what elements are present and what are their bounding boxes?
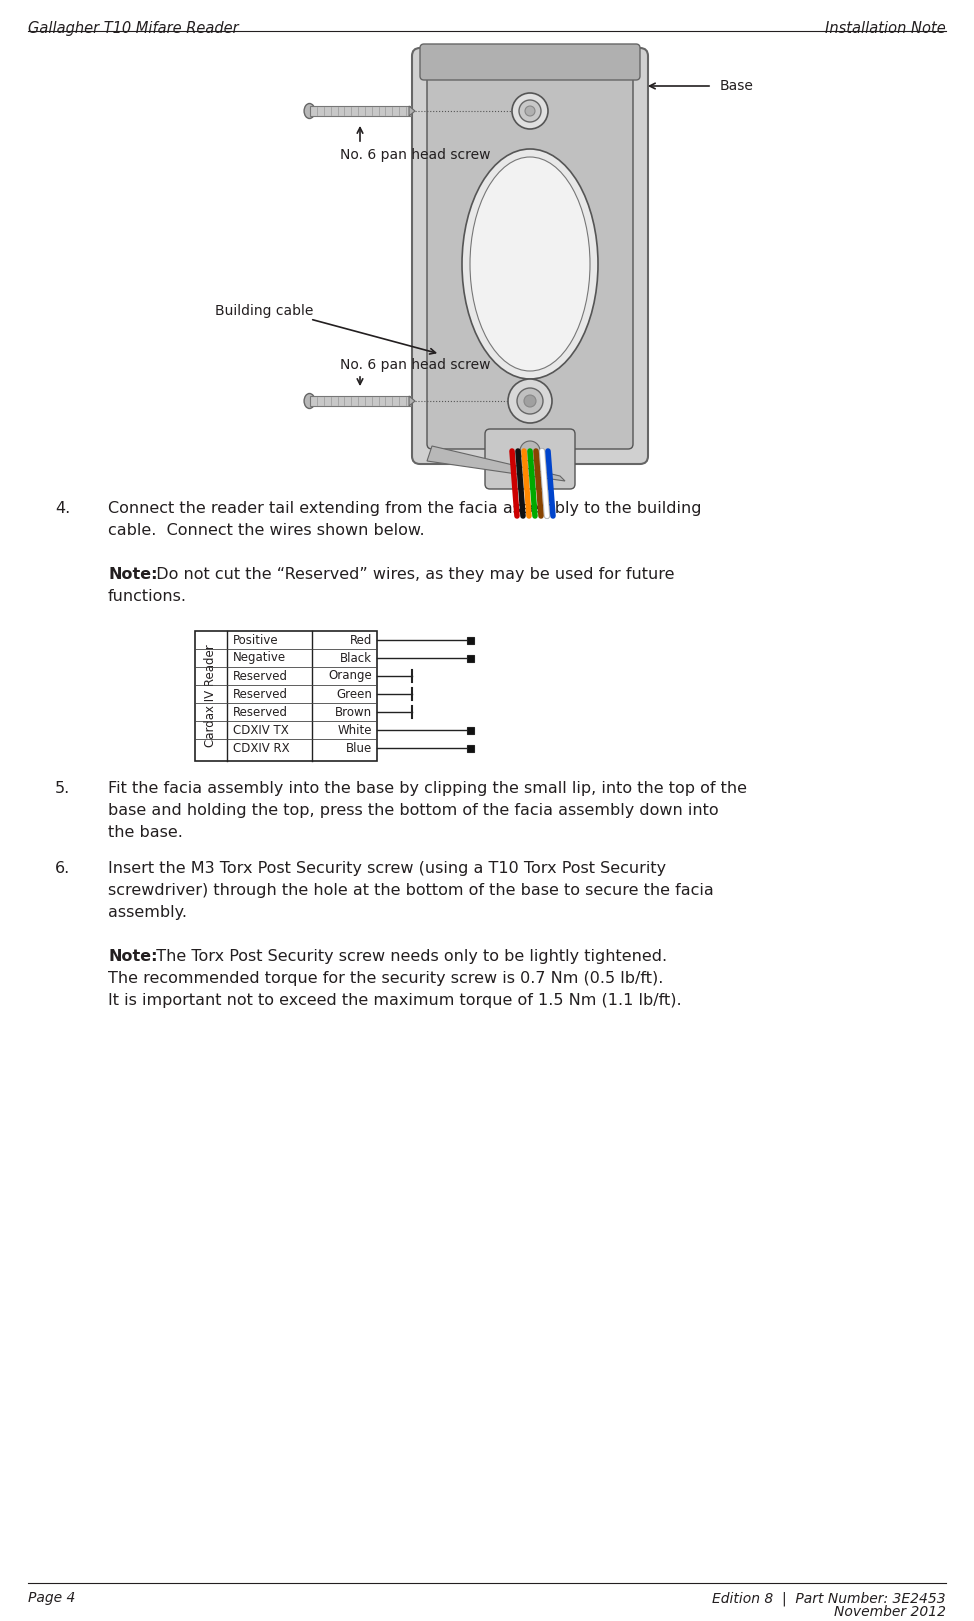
Text: base and holding the top, press the bottom of the facia assembly down into: base and holding the top, press the bott…	[108, 802, 719, 819]
Text: Red: Red	[350, 634, 372, 647]
Circle shape	[520, 441, 540, 460]
Text: Black: Black	[340, 652, 372, 665]
Text: Installation Note: Installation Note	[825, 21, 946, 36]
Text: It is important not to exceed the maximum torque of 1.5 Nm (1.1 lb/ft).: It is important not to exceed the maximu…	[108, 994, 682, 1008]
FancyBboxPatch shape	[412, 49, 648, 464]
Text: Negative: Negative	[233, 652, 286, 665]
Text: cable.  Connect the wires shown below.: cable. Connect the wires shown below.	[108, 524, 425, 538]
Circle shape	[519, 101, 541, 122]
Text: Note:: Note:	[108, 948, 158, 964]
Bar	[467, 744, 474, 752]
Text: No. 6 pan head screw: No. 6 pan head screw	[340, 358, 491, 371]
Ellipse shape	[462, 149, 598, 379]
Text: Cardax IV Reader: Cardax IV Reader	[205, 645, 217, 747]
Text: Base: Base	[720, 79, 754, 92]
Polygon shape	[409, 396, 415, 405]
Text: Reserved: Reserved	[233, 687, 288, 700]
Text: screwdriver) through the hole at the bottom of the base to secure the facia: screwdriver) through the hole at the bot…	[108, 883, 714, 898]
Bar	[195, 631, 377, 760]
Text: Brown: Brown	[335, 705, 372, 718]
Polygon shape	[427, 446, 565, 481]
Text: Do not cut the “Reserved” wires, as they may be used for future: Do not cut the “Reserved” wires, as they…	[146, 567, 675, 582]
Text: Orange: Orange	[328, 669, 372, 682]
Ellipse shape	[304, 394, 315, 408]
Text: Gallagher T10 Mifare Reader: Gallagher T10 Mifare Reader	[28, 21, 239, 36]
Text: 5.: 5.	[55, 781, 70, 796]
Text: Positive: Positive	[233, 634, 279, 647]
Text: Insert the M3 Torx Post Security screw (using a T10 Torx Post Security: Insert the M3 Torx Post Security screw (…	[108, 861, 666, 875]
Text: Edition 8  |  Part Number: 3E2453: Edition 8 | Part Number: 3E2453	[712, 1590, 946, 1605]
Text: November 2012: November 2012	[834, 1605, 946, 1619]
Circle shape	[517, 387, 543, 413]
Ellipse shape	[470, 157, 590, 371]
Ellipse shape	[304, 104, 315, 118]
Text: White: White	[338, 723, 372, 736]
Text: Page 4: Page 4	[28, 1590, 75, 1605]
Circle shape	[524, 396, 536, 407]
Bar	[310, 396, 411, 405]
Circle shape	[512, 92, 548, 130]
Text: CDXIV TX: CDXIV TX	[233, 723, 288, 736]
Text: Green: Green	[336, 687, 372, 700]
Text: 6.: 6.	[55, 861, 70, 875]
Text: The Torx Post Security screw needs only to be lightly tightened.: The Torx Post Security screw needs only …	[146, 948, 667, 964]
Text: The recommended torque for the security screw is 0.7 Nm (0.5 lb/ft).: The recommended torque for the security …	[108, 971, 663, 986]
Bar	[310, 105, 411, 117]
FancyBboxPatch shape	[427, 63, 633, 449]
Bar	[467, 726, 474, 733]
Text: functions.: functions.	[108, 588, 187, 605]
Text: Blue: Blue	[346, 741, 372, 754]
Text: No. 6 pan head screw: No. 6 pan head screw	[340, 148, 491, 162]
Bar	[467, 655, 474, 661]
Text: the base.: the base.	[108, 825, 183, 840]
Circle shape	[525, 105, 535, 117]
Text: Building cable: Building cable	[215, 305, 314, 318]
FancyBboxPatch shape	[420, 44, 640, 79]
Text: Reserved: Reserved	[233, 705, 288, 718]
FancyBboxPatch shape	[485, 430, 575, 490]
Circle shape	[508, 379, 552, 423]
Text: CDXIV RX: CDXIV RX	[233, 741, 289, 754]
Text: Reserved: Reserved	[233, 669, 288, 682]
Bar	[467, 637, 474, 644]
Text: 4.: 4.	[55, 501, 70, 515]
Text: Note:: Note:	[108, 567, 158, 582]
Text: Fit the facia assembly into the base by clipping the small lip, into the top of : Fit the facia assembly into the base by …	[108, 781, 747, 796]
Text: Connect the reader tail extending from the facia assembly to the building: Connect the reader tail extending from t…	[108, 501, 701, 515]
Text: assembly.: assembly.	[108, 905, 187, 921]
Polygon shape	[409, 105, 415, 117]
